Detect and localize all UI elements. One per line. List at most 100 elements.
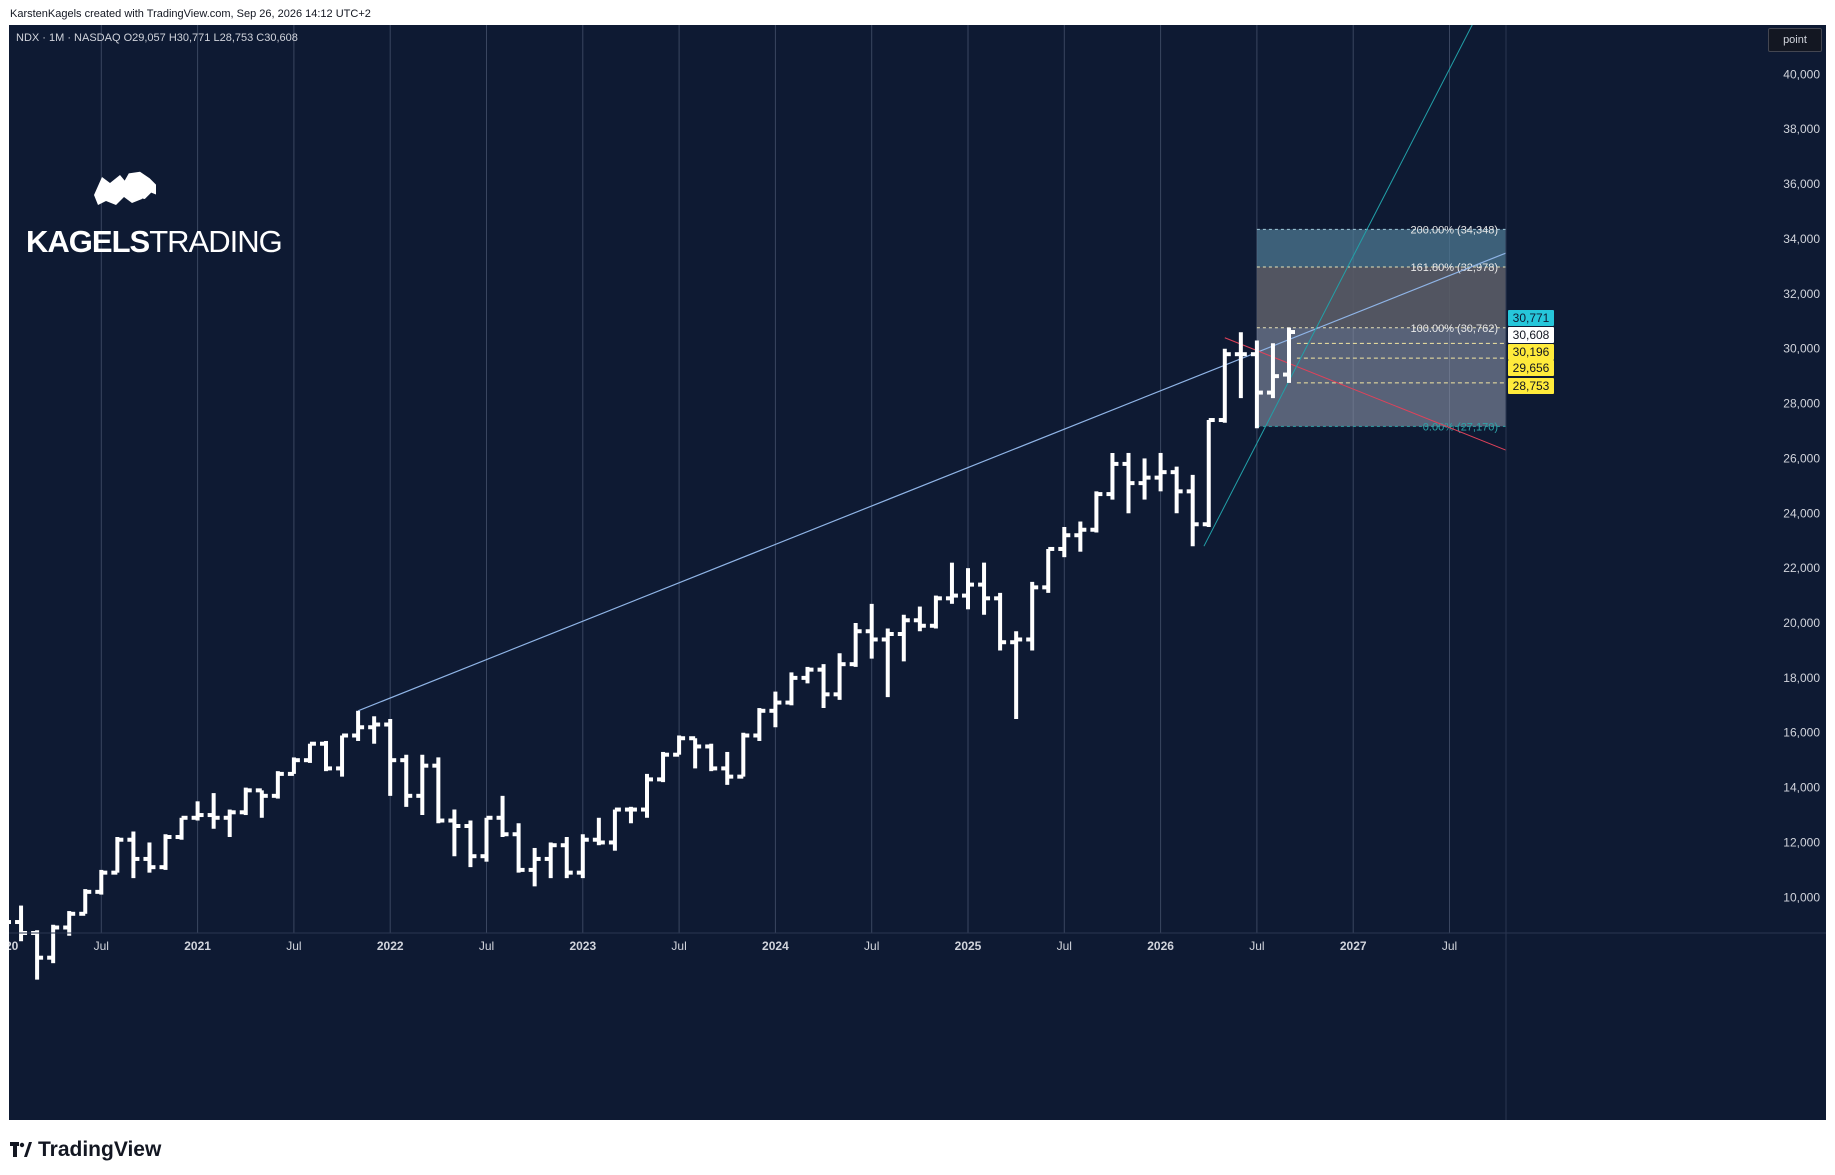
price-axis-label: 34,000 — [1783, 232, 1820, 246]
time-axis-label: Jul — [671, 939, 686, 953]
price-axis-label: 22,000 — [1783, 561, 1820, 575]
symbol-ohlc-legend[interactable]: NDX · 1M · NASDAQ O29,057 H30,771 L28,75… — [16, 32, 298, 44]
time-axis-label: Jul — [864, 939, 879, 953]
blue-trend-line — [357, 252, 1507, 712]
time-axis-label: 2025 — [955, 939, 982, 953]
ohlc-bar — [1170, 466, 1183, 514]
ohlc-bar — [223, 809, 236, 837]
ohlc-bar — [1202, 418, 1215, 528]
ohlc-bar — [448, 809, 461, 857]
axes: 2020 Jul 2021 Jul 2022 Jul 2023 Jul 2024 Jul 2025 J… — [9, 25, 1826, 1120]
ohlc-bar — [1122, 452, 1135, 514]
ohlc-bar — [913, 606, 926, 632]
ohlc-bar — [1218, 348, 1231, 423]
price-tag-text: 30,608 — [1513, 328, 1550, 342]
ohlc-bar — [737, 732, 750, 779]
ohlc-bar — [191, 801, 204, 821]
tradingview-logo-icon — [10, 1142, 32, 1157]
scale-mode-button[interactable]: point — [1768, 28, 1822, 52]
ohlc-bar — [239, 787, 252, 816]
ohlc-bar — [753, 708, 766, 741]
price-tag-bg — [1508, 360, 1554, 376]
time-axis-label: Jul — [1057, 939, 1072, 953]
ohlc-bar — [1283, 327, 1295, 383]
tradingview-footer[interactable]: TradingView — [10, 1138, 161, 1162]
price-axis-label: 16,000 — [1783, 726, 1820, 740]
fib-level-label: 200.00% (34,348) — [1411, 224, 1498, 236]
ohlc-bar — [207, 793, 220, 829]
ohlc-bar — [496, 795, 509, 837]
ohlc-bar — [624, 806, 637, 824]
ohlc-bar — [1026, 581, 1039, 651]
brand-logo: KAGELSTRADING — [26, 165, 283, 260]
ohlc-bar — [255, 788, 268, 818]
ohlc-bar — [352, 710, 365, 741]
ohlc-bar — [15, 905, 28, 942]
price-axis-label: 26,000 — [1783, 451, 1820, 465]
price-tag: 28,753 — [1508, 378, 1554, 394]
chart-area[interactable]: 200.00% (34,348) 161.80% (32,978) 100.00% … — [9, 25, 1826, 1120]
price-axis-label: 14,000 — [1783, 781, 1820, 795]
ohlc-bar — [143, 842, 156, 873]
ohlc-bar — [1106, 452, 1119, 500]
time-axis-label: 2026 — [1147, 939, 1174, 953]
ohlc-bar — [79, 889, 92, 916]
ohlc-bar — [271, 771, 284, 799]
ohlc-bar — [1266, 343, 1279, 399]
ohlc-bar — [544, 842, 557, 879]
price-axis-label: 30,000 — [1783, 342, 1820, 356]
ohlc-bar — [785, 672, 798, 706]
ohlc-bar — [480, 815, 493, 862]
ohlc-bar — [1010, 631, 1023, 720]
ohlc-bar — [400, 754, 413, 807]
ohlc-bar — [1058, 527, 1071, 558]
logo-bold-text: KAGELS — [26, 224, 150, 259]
price-tag: 30,771 — [1508, 310, 1554, 326]
ohlc-bar — [1138, 458, 1151, 500]
time-axis-label: Jul — [1249, 939, 1264, 953]
price-axis-label: 20,000 — [1783, 616, 1820, 630]
ohlc-bar — [994, 592, 1007, 651]
ohlc-bar — [368, 716, 381, 744]
price-tag-bg — [1508, 327, 1554, 343]
bull-bear-icon — [94, 171, 164, 205]
ohlc-bar — [721, 751, 734, 785]
time-axis-label: Jul — [94, 939, 109, 953]
price-tag-text: 28,753 — [1513, 379, 1550, 393]
ohlc-bar — [1074, 521, 1087, 552]
ohlc-bar — [416, 754, 429, 816]
time-axis-label: 2022 — [377, 939, 404, 953]
ohlc-bar — [689, 736, 702, 769]
footer-brand-text: TradingView — [38, 1138, 162, 1161]
ohlc-bar — [336, 733, 349, 777]
price-axis-label: 28,000 — [1783, 397, 1820, 411]
logo-regular-text: TRADING — [149, 224, 282, 259]
price-tag-text: 30,196 — [1513, 345, 1550, 359]
ohlc-bar — [528, 847, 541, 887]
fib-zone-100 — [1256, 327, 1506, 427]
time-axis-label: Jul — [1442, 939, 1457, 953]
ohlc-bar — [833, 653, 846, 700]
price-axis-label: 12,000 — [1783, 835, 1820, 849]
ohlc-bar — [705, 743, 718, 772]
ohlc-bar — [673, 735, 686, 757]
ohlc-bar — [320, 740, 332, 772]
ohlc-bar — [127, 831, 140, 879]
teal-trend-line — [1203, 25, 1473, 547]
price-axis-label: 18,000 — [1783, 671, 1820, 685]
price-axis-label: 40,000 — [1783, 67, 1820, 81]
price-axis-label: 38,000 — [1783, 122, 1820, 136]
ohlc-bar — [1250, 340, 1263, 429]
ohlc-bar — [576, 834, 589, 879]
price-chart[interactable]: 200.00% (34,348) 161.80% (32,978) 100.00% … — [9, 25, 1826, 1120]
fib-zone-200 — [1256, 229, 1506, 268]
ohlc-bar — [1234, 332, 1247, 399]
price-axis-label: 24,000 — [1783, 506, 1820, 520]
ohlc-bar — [63, 911, 76, 936]
price-axis-label: 10,000 — [1783, 890, 1820, 904]
fib-level-label: 100.00% (30,762) — [1411, 323, 1498, 335]
ohlc-bar — [1154, 452, 1167, 492]
price-tag-text: 29,656 — [1513, 361, 1550, 375]
ohlc-bar — [865, 603, 878, 659]
ohlc-bar — [111, 836, 124, 875]
